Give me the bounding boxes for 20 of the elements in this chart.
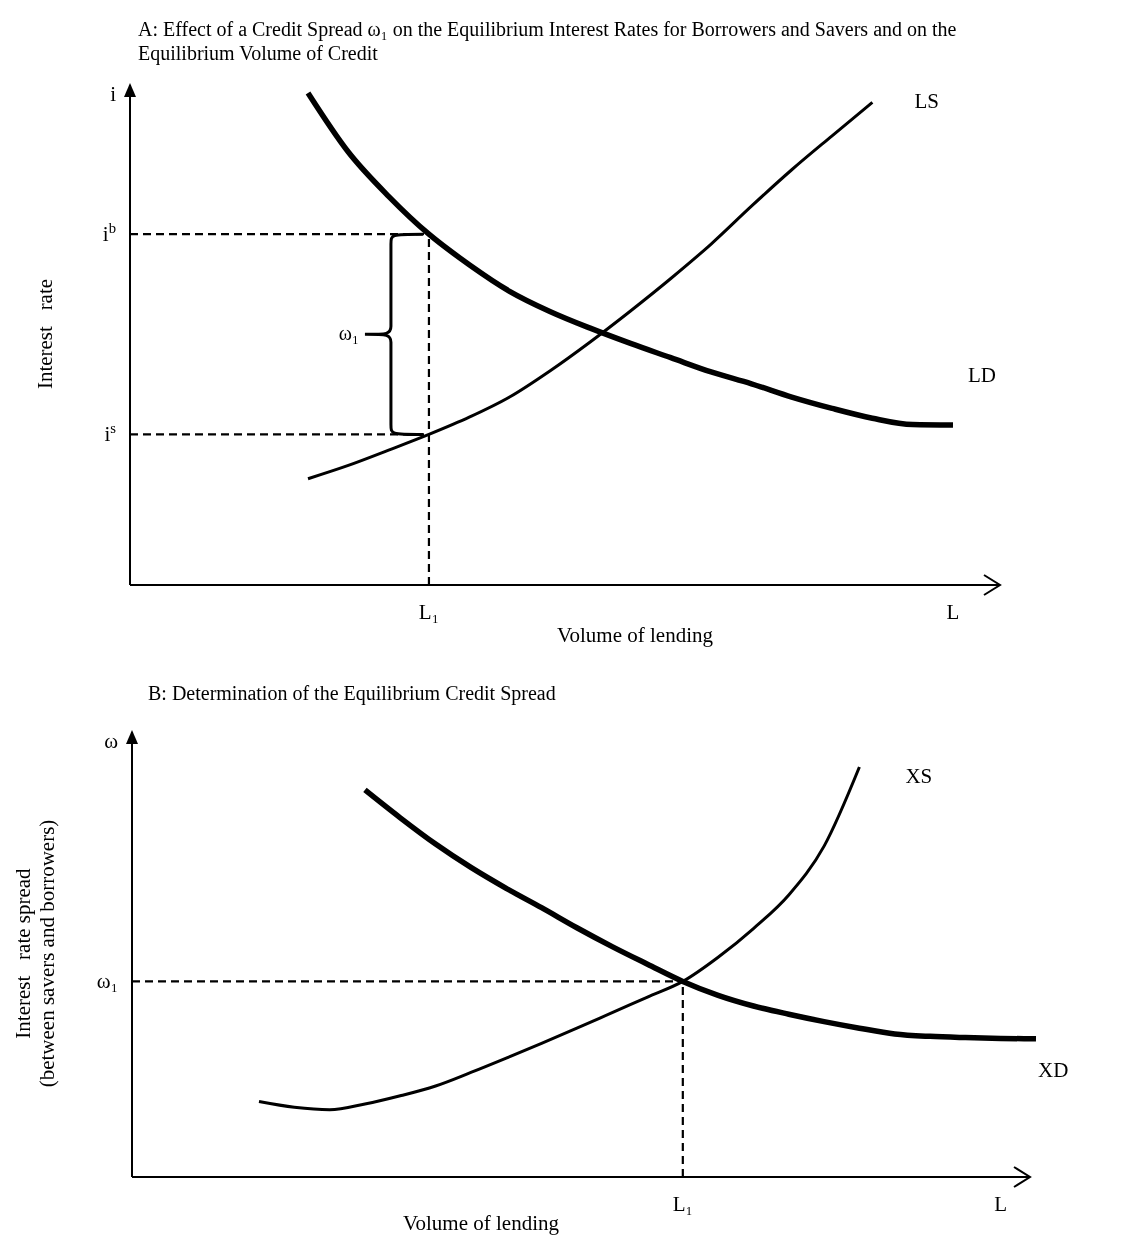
- x-tick-label: L: [994, 1192, 1008, 1216]
- ref-line-label: i$^{s}$: [104, 420, 117, 447]
- text: ω: [104, 729, 118, 753]
- text: LS: [914, 89, 939, 114]
- x-tick-label: L: [946, 600, 960, 624]
- series-label: LD: [968, 363, 996, 388]
- ref-line-label: i$^{b}$: [102, 220, 116, 247]
- x-axis-title: Volume of lending: [403, 1211, 560, 1235]
- chart-title: A: Effect of a Credit Spread ω₁ on the Equilibrium Interest Rates for Borrowers and Savers and on the Equilibrium Volume of Credit: [138, 18, 957, 65]
- text: i: [110, 82, 117, 106]
- annotation: ω₁: [338, 322, 359, 345]
- y-axis-title: Interest rate spread (between savers and borrowers): [11, 819, 59, 1088]
- chart-title: B: Determination of the Equilibrium Credit Spread: [148, 682, 556, 705]
- y-axis-title: Interest rate: [33, 278, 57, 390]
- ref-line-label: ω₁: [96, 969, 118, 994]
- x-tick-label: L₁: [672, 1192, 693, 1216]
- x-axis-title: Volume of lending: [557, 623, 714, 647]
- x-tick-label: L₁: [418, 600, 440, 624]
- text: XS: [905, 764, 933, 788]
- series-label: XD: [1038, 1057, 1069, 1082]
